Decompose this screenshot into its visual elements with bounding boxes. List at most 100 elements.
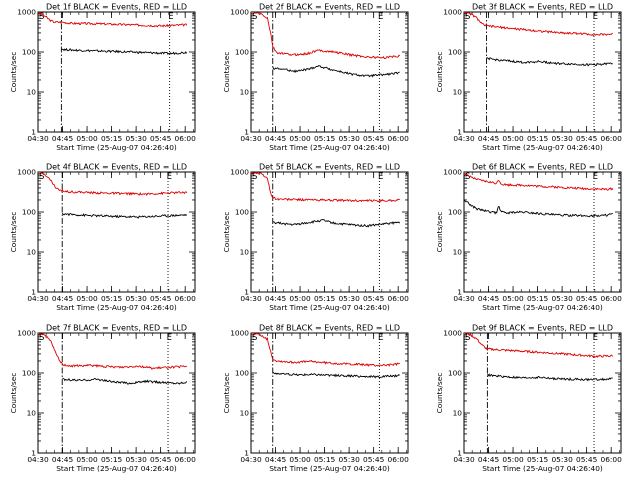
chart-panel-1: Det 1f BLACK = Events, RED = LLD 1 10 100 10… <box>9 3 196 153</box>
data-layer <box>251 172 401 292</box>
x-tick-label: 05:30 <box>338 455 360 464</box>
chart-title: Det 3f BLACK = Events, RED = LLD <box>472 3 613 12</box>
x-tick-label: 05:00 <box>76 294 98 303</box>
axes-frame <box>250 171 409 293</box>
x-tick-label: 04:45 <box>265 455 287 464</box>
x-tick-label: 05:45 <box>363 134 385 143</box>
start-marker: S <box>39 172 44 182</box>
y-tick-label: 1 <box>244 128 249 137</box>
y-tick-label: 10 <box>453 248 463 257</box>
x-tick-label: 05:30 <box>125 455 147 464</box>
x-axis-label: Start Time (25-Aug-07 04:26:40) <box>269 303 390 312</box>
x-tick-label: 04:45 <box>478 134 500 143</box>
x-axis-label: Start Time (25-Aug-07 04:26:40) <box>56 464 177 473</box>
y-tick-label: 10 <box>453 409 463 418</box>
start-marker: S <box>465 172 470 182</box>
chart-title: Det 5f BLACK = Events, RED = LLD <box>259 163 400 172</box>
y-tick-label: 1000 <box>443 8 462 17</box>
y-axis-label: Counts/sec <box>222 212 231 253</box>
lld-series-line <box>251 172 400 203</box>
axes-frame <box>37 332 196 454</box>
x-tick-label: 05:00 <box>502 134 524 143</box>
y-tick-label: 1000 <box>230 168 249 177</box>
data-layer <box>38 12 188 132</box>
x-tick-label: 06:00 <box>175 455 197 464</box>
y-tick-label: 100 <box>448 369 462 378</box>
lld-series-line <box>251 333 401 367</box>
y-axis-label: Counts/sec <box>222 373 231 414</box>
y-tick-label: 1 <box>457 128 462 137</box>
chart-panel-2: Det 2f BLACK = Events, RED = LLD 1 10 100 10… <box>222 3 409 153</box>
end-marker: E <box>378 333 383 343</box>
lld-series-line <box>38 12 188 28</box>
data-layer <box>464 333 614 453</box>
start-marker: S <box>252 172 257 182</box>
x-tick-label: 05:00 <box>76 134 98 143</box>
x-tick-label: 05:30 <box>338 134 360 143</box>
lld-series-line <box>464 333 614 359</box>
chart-title: Det 4f BLACK = Events, RED = LLD <box>46 163 187 172</box>
events-series-line <box>272 219 401 228</box>
lld-series-line <box>38 333 188 370</box>
y-tick-label: 100 <box>235 208 249 217</box>
y-tick-label: 1 <box>31 449 36 458</box>
x-tick-label: 04:30 <box>240 294 262 303</box>
chart-title: Det 1f BLACK = Events, RED = LLD <box>46 3 187 12</box>
x-axis-label: Start Time (25-Aug-07 04:26:40) <box>269 143 390 152</box>
axes-frame <box>463 11 622 133</box>
x-tick-label: 05:45 <box>363 455 385 464</box>
x-tick-label: 04:30 <box>453 134 475 143</box>
end-marker: E <box>593 172 598 182</box>
y-tick-label: 10 <box>27 88 37 97</box>
x-tick-label: 04:45 <box>52 134 74 143</box>
x-tick-label: 06:00 <box>388 294 410 303</box>
x-tick-label: 05:15 <box>314 455 336 464</box>
events-series-line <box>61 47 188 55</box>
x-tick-label: 05:45 <box>576 134 598 143</box>
x-tick-label: 05:30 <box>338 294 360 303</box>
y-tick-label: 1 <box>31 128 36 137</box>
y-axis-label: Counts/sec <box>435 373 444 414</box>
axes-frame <box>250 332 409 454</box>
x-tick-label: 05:15 <box>527 455 549 464</box>
y-tick-label: 1000 <box>443 168 462 177</box>
x-tick-label: 04:45 <box>265 134 287 143</box>
y-tick-label: 100 <box>22 208 36 217</box>
chart-title: Det 7f BLACK = Events, RED = LLD <box>46 324 187 333</box>
x-tick-label: 06:00 <box>175 134 197 143</box>
y-tick-label: 10 <box>453 88 463 97</box>
x-tick-label: 05:45 <box>363 294 385 303</box>
start-marker: S <box>465 333 470 343</box>
chart-panel-4: Det 4f BLACK = Events, RED = LLD 1 10 100 10… <box>9 163 196 313</box>
x-tick-label: 04:45 <box>52 294 74 303</box>
data-layer <box>251 12 401 132</box>
x-tick-label: 05:30 <box>551 294 573 303</box>
data-layer <box>38 172 188 292</box>
end-marker: E <box>167 172 172 182</box>
axes-frame <box>250 11 409 133</box>
start-marker: S <box>465 12 470 22</box>
y-tick-label: 10 <box>240 88 250 97</box>
y-axis-label: Counts/sec <box>435 212 444 253</box>
y-axis-label: Counts/sec <box>9 212 18 253</box>
y-tick-label: 100 <box>448 208 462 217</box>
chart-panel-8: Det 8f BLACK = Events, RED = LLD 1 10 100 10… <box>222 324 409 474</box>
x-tick-label: 06:00 <box>601 294 623 303</box>
x-tick-label: 05:30 <box>125 294 147 303</box>
axes-frame <box>463 171 622 293</box>
x-tick-label: 04:30 <box>453 455 475 464</box>
y-axis-label: Counts/sec <box>222 52 231 93</box>
y-tick-label: 10 <box>240 248 250 257</box>
y-tick-label: 1000 <box>443 329 462 338</box>
chart-title: Det 9f BLACK = Events, RED = LLD <box>472 324 613 333</box>
chart-title: Det 8f BLACK = Events, RED = LLD <box>259 324 400 333</box>
chart-panel-9: Det 9f BLACK = Events, RED = LLD 1 10 100 10… <box>435 324 622 474</box>
x-tick-label: 05:15 <box>101 134 123 143</box>
end-marker: E <box>168 12 173 22</box>
x-tick-label: 06:00 <box>388 455 410 464</box>
data-layer <box>251 333 401 453</box>
x-axis-label: Start Time (25-Aug-07 04:26:40) <box>269 464 390 473</box>
y-axis-label: Counts/sec <box>435 52 444 93</box>
x-tick-label: 05:15 <box>527 134 549 143</box>
